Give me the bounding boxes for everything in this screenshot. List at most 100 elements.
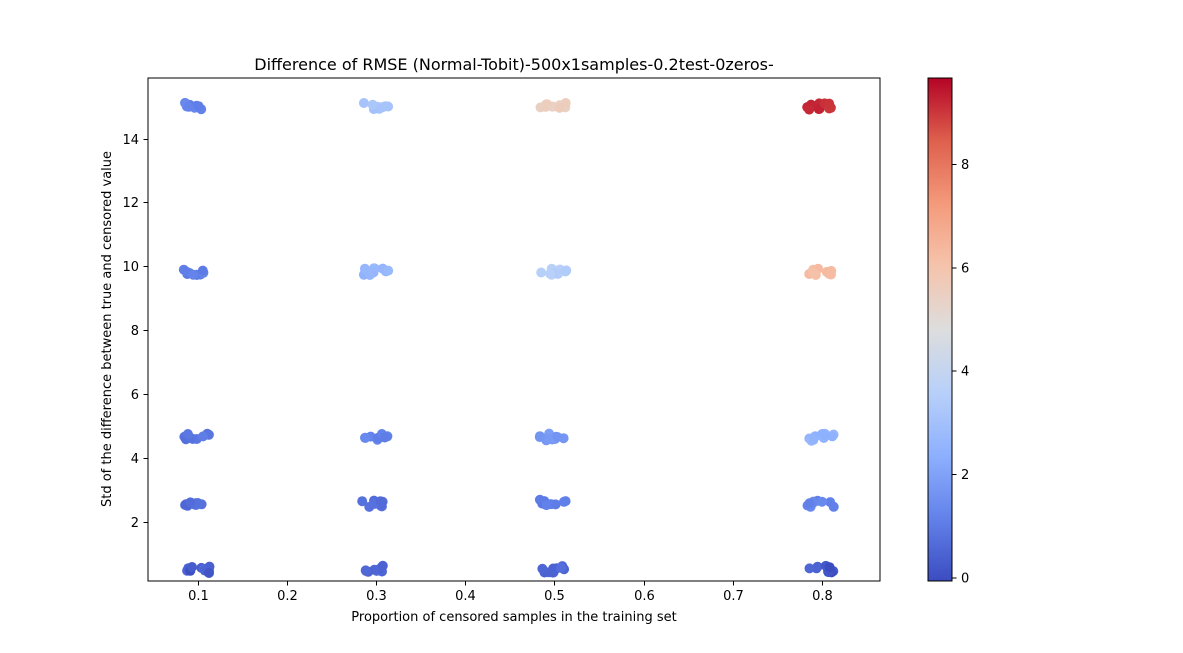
data-point: [178, 264, 189, 275]
cluster-x0.1-y3: [180, 497, 207, 511]
cluster-x0.3-y1: [360, 560, 388, 577]
data-point: [817, 496, 827, 507]
data-point: [560, 266, 571, 277]
x-tick-0.4: 0.4: [455, 581, 476, 604]
colorbar-tick-label: 4: [961, 365, 969, 380]
cluster-x0.8-y10: [804, 263, 837, 280]
cluster-x0.8-y15: [802, 98, 836, 115]
x-tick-label: 0.4: [455, 589, 476, 604]
y-tick-label: 6: [131, 388, 139, 403]
data-point: [552, 432, 563, 443]
chart-title: Difference of RMSE (Normal-Tobit)-500x1s…: [254, 55, 773, 74]
cluster-x0.5-y10: [536, 263, 572, 280]
x-tick-label: 0.7: [723, 589, 744, 604]
x-tick-0.1: 0.1: [188, 581, 209, 604]
y-tick-6: 6: [131, 388, 148, 403]
data-point: [555, 562, 566, 573]
data-point: [361, 566, 372, 577]
data-point: [804, 498, 815, 509]
y-tick-2: 2: [131, 516, 148, 531]
cluster-x0.8-y5: [804, 428, 839, 446]
cluster-x0.5-y5: [534, 428, 569, 446]
x-axis-title: Proportion of censored samples in the tr…: [351, 610, 676, 625]
x-tick-0.7: 0.7: [723, 581, 744, 604]
data-point: [540, 101, 551, 112]
data-point: [375, 496, 386, 507]
cluster-x0.3-y10: [358, 263, 394, 280]
data-point: [193, 101, 204, 112]
cluster-x0.5-y15: [535, 98, 571, 113]
cluster-x0.8-y1: [804, 560, 839, 578]
data-point: [377, 560, 388, 571]
data-point: [804, 104, 815, 115]
cluster-x0.3-y15: [358, 98, 394, 115]
data-point: [367, 99, 378, 110]
data-point: [807, 267, 818, 278]
cluster-x0.1-y5: [179, 428, 214, 445]
data-point: [824, 98, 835, 109]
colorbar-tick-label: 0: [961, 572, 969, 587]
cluster-x0.3-y5: [360, 429, 393, 445]
y-tick-10: 10: [122, 260, 148, 275]
data-point: [824, 562, 835, 573]
data-point: [357, 496, 368, 507]
x-tick-label: 0.8: [812, 589, 833, 604]
cluster-x0.1-y1: [182, 561, 215, 578]
x-tick-label: 0.1: [188, 589, 209, 604]
data-point: [379, 432, 390, 443]
data-point: [808, 434, 819, 445]
y-tick-8: 8: [131, 324, 148, 339]
colorbar-tick-2: 2: [952, 468, 969, 483]
colorbar-tick-0: 0: [952, 572, 969, 587]
cluster-x0.8-y3: [802, 495, 839, 512]
x-tick-0.6: 0.6: [634, 581, 655, 604]
data-point: [187, 562, 197, 572]
data-point: [812, 561, 823, 572]
data-point: [358, 98, 369, 108]
y-axis: 2 4 6 8 10 12 14 Std of the difference b…: [100, 133, 148, 531]
y-tick-4: 4: [131, 452, 148, 467]
y-tick-label: 12: [122, 196, 139, 211]
x-tick-label: 0.2: [277, 589, 298, 604]
plot-area: [147, 77, 881, 582]
data-points: [178, 97, 839, 578]
cluster-x0.1-y15: [180, 97, 207, 115]
data-point: [534, 431, 545, 442]
colorbar-tick-8: 8: [952, 158, 969, 173]
cluster-x0.5-y3: [534, 494, 571, 511]
data-point: [198, 431, 208, 442]
data-point: [820, 430, 831, 441]
colorbar-gradient: [927, 77, 953, 582]
y-tick-label: 8: [131, 324, 139, 339]
x-tick-0.3: 0.3: [366, 581, 387, 604]
data-point: [826, 269, 836, 280]
y-tick-label: 14: [122, 133, 139, 148]
colorbar-tick-6: 6: [952, 262, 969, 277]
x-tick-label: 0.6: [634, 589, 655, 604]
data-point: [204, 568, 214, 578]
x-tick-0.5: 0.5: [544, 581, 565, 604]
x-tick-label: 0.5: [544, 589, 565, 604]
x-tick-0.2: 0.2: [277, 581, 298, 604]
data-point: [550, 499, 561, 510]
colorbar: 0 2 4 6 8: [927, 77, 969, 587]
data-point: [537, 563, 548, 574]
cluster-x0.3-y3: [357, 495, 388, 512]
y-tick-label: 10: [122, 260, 139, 275]
x-tick-0.8: 0.8: [812, 581, 833, 604]
y-tick-label: 2: [131, 516, 139, 531]
colorbar-tick-label: 6: [961, 262, 969, 277]
x-tick-label: 0.3: [366, 589, 387, 604]
data-point: [188, 269, 199, 280]
plot-frame: [147, 77, 881, 582]
data-point: [536, 267, 547, 278]
data-point: [541, 500, 552, 511]
data-point: [828, 501, 839, 512]
data-point: [367, 266, 378, 277]
data-point: [559, 496, 569, 507]
data-point: [383, 265, 394, 276]
data-point: [554, 102, 565, 113]
data-point: [359, 263, 370, 274]
y-tick-14: 14: [122, 133, 148, 148]
